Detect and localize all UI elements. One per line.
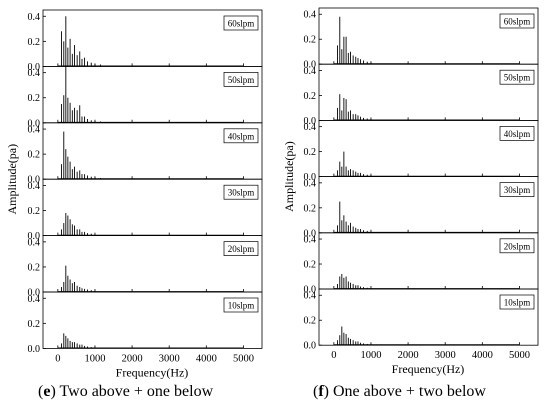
panel-f-30slpm-ytick-label-0.2: 0.2 [304,203,317,214]
panel-f-40slpm-ytick-label-0.4: 0.4 [304,122,317,133]
panel-f-60slpm-ytick-label-0.4: 0.4 [304,10,317,21]
panel-f-40slpm-legend-label: 40slpm [504,129,531,139]
panel-f-50slpm-ytick-label-0.4: 0.4 [304,66,317,77]
panel-e-30slpm-ytick-label-0.2: 0.2 [28,206,41,217]
panel-f-20slpm-ytick-label-0.4: 0.4 [304,235,317,246]
panel-f-xtick-label-5000: 5000 [509,350,530,361]
panel-e-50slpm-ytick-label-0: 0.0 [28,118,41,129]
panel-e-xtick-label-0: 0 [55,353,60,364]
panel-e-10slpm-ytick-label-0.4: 0.4 [28,294,41,305]
panel-e-30slpm-legend-label: 30slpm [228,188,255,198]
panel-f-xlabel: Frequency(Hz) [392,362,465,376]
panel-f-50slpm-legend-box [499,69,535,85]
panel-e-50slpm-ytick-label-0.2: 0.2 [28,93,41,104]
panel-f-10slpm-ytick-label-0.2: 0.2 [304,316,317,327]
panel-f-30slpm-ytick-label-0: 0.0 [304,228,317,239]
panel-f-60slpm-legend-label: 60slpm [504,17,531,27]
spectra-svg: 0.0 0.2 0.4 60slpm 0.0 0.2 0.4 50slpm 0.0 0.2 0.4 4… [5,7,539,379]
caption-f-letter: f [318,383,324,400]
panel-e-10slpm-legend-box [223,297,259,313]
panel-e-60slpm-legend-box [223,15,259,31]
panel-f-xtick-label-4000: 4000 [472,350,493,361]
panel-f-60slpm-ytick-label-0.2: 0.2 [304,35,317,46]
panel-e-20slpm-ytick-label-0.2: 0.2 [28,262,41,273]
panel-e-40slpm-ytick-label-0.2: 0.2 [28,150,41,161]
panel-e-60slpm-ytick-label-0.2: 0.2 [28,37,41,48]
caption-f: (f) One above + two below [313,383,486,400]
panel-e-60slpm-ytick-label-0: 0.0 [28,62,41,73]
panel-f-10slpm-legend-box [499,294,535,310]
panel-f-xtick-label-2000: 2000 [398,350,419,361]
panel-e-xtick-label-1000: 1000 [84,353,105,364]
panel-f-10slpm-ytick-label-0.4: 0.4 [304,291,317,302]
caption-e: (e) Two above + one below [38,383,214,400]
panel-e-50slpm-legend-label: 50slpm [228,75,255,85]
panel-e-40slpm-ytick-label-0: 0.0 [28,175,41,186]
panel-e-60slpm-ytick-label-0.4: 0.4 [28,12,41,23]
panel-f-60slpm-ytick-label-0: 0.0 [304,60,317,71]
panel-e-xtick-label-3000: 3000 [159,353,180,364]
caption-f-text: One above + two below [332,383,486,400]
panel-e-60slpm-legend-label: 60slpm [228,19,255,29]
panel-e-30slpm-ytick-label-0: 0.0 [28,231,41,242]
panel-f-20slpm-legend-label: 20slpm [504,241,531,251]
panel-e-50slpm-legend-box [223,72,259,87]
panel-e-30slpm-ytick-label-0.4: 0.4 [28,181,41,192]
panel-e-20slpm-legend-box [223,241,259,256]
panel-f-ylabel: Amplitude(pa) [282,141,296,212]
panel-e-xtick-label-2000: 2000 [122,353,143,364]
panel-e-40slpm-legend-label: 40slpm [228,131,255,141]
panel-e-50slpm-ytick-label-0.4: 0.4 [28,68,41,79]
panel-e-10slpm-frame [42,291,263,349]
panel-e-40slpm-ytick-label-0.4: 0.4 [28,125,41,136]
panel-e-10slpm-legend-label: 10slpm [228,301,255,311]
panel-e-30slpm-legend-box [223,184,259,200]
panel-f-40slpm-ytick-label-0: 0.0 [304,172,317,183]
panel-f-10slpm-legend-label: 10slpm [504,298,531,308]
caption-e-letter: e [43,383,51,400]
panel-f-50slpm-ytick-label-0: 0.0 [304,116,317,127]
panel-f-xtick-label-0: 0 [331,350,336,361]
panel-e-xtick-label-5000: 5000 [233,353,254,364]
panel-f-20slpm-ytick-label-0: 0.0 [304,285,317,296]
panel-e-10slpm-ytick-label-0: 0.0 [28,344,41,355]
panel-e-20slpm-ytick-label-0: 0.0 [28,288,41,299]
panel-e-20slpm-legend-label: 20slpm [228,244,255,254]
panel-f-10slpm-frame [318,288,539,346]
panel-f-10slpm-ytick-label-0: 0.0 [304,341,317,352]
panel-f-xtick-label-3000: 3000 [435,350,456,361]
panel-e-20slpm-ytick-label-0.4: 0.4 [28,237,41,248]
panel-e-xtick-label-4000: 4000 [196,353,217,364]
panel-f-30slpm-legend-box [499,182,535,197]
panel-e-ylabel: Amplitude(pa) [5,144,19,215]
panel-f-40slpm-legend-box [499,126,535,141]
panel-f-40slpm-ytick-label-0.2: 0.2 [304,147,317,158]
panel-f-xtick-label-1000: 1000 [360,350,381,361]
panel-e-group: 0.0 0.2 0.4 60slpm 0.0 0.2 0.4 50slpm 0.0 0.2 0.4 4… [5,9,263,379]
panel-e-40slpm-legend-box [223,128,259,144]
panel-e-xlabel: Frequency(Hz) [116,365,189,379]
panel-f-group: 0.0 0.2 0.4 60slpm 0.0 0.2 0.4 50slpm 0.0 0.2 0.4 4… [282,7,539,376]
caption-e-text: Two above + one below [59,383,214,400]
panel-f-30slpm-legend-label: 30slpm [504,185,531,195]
panel-f-60slpm-legend-box [499,13,535,29]
panel-f-20slpm-legend-box [499,238,535,254]
panel-e-10slpm-ytick-label-0.2: 0.2 [28,319,41,330]
panel-f-20slpm-ytick-label-0.2: 0.2 [304,260,317,271]
panel-f-50slpm-ytick-label-0.2: 0.2 [304,91,317,102]
panel-f-30slpm-ytick-label-0.4: 0.4 [304,178,317,189]
panel-f-50slpm-legend-label: 50slpm [504,73,531,83]
